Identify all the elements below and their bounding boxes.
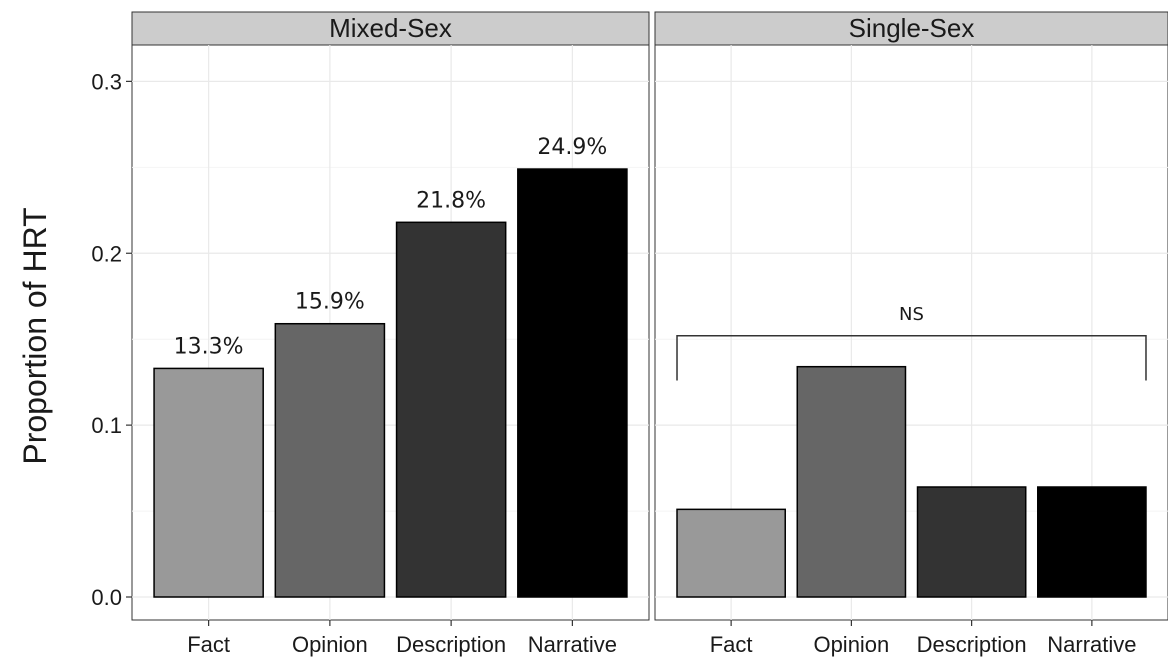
facet-title: Single-Sex [849,13,975,43]
x-tick-label: Narrative [528,632,617,657]
x-tick-label: Description [917,632,1027,657]
significance-label: NS [899,304,924,325]
y-axis: 0.0 0.1 0.2 0.3 [91,69,132,610]
panels: Mixed-Sex 13.3% Fact 15.9% Opinion 21.8% Descr… [131,11,1168,657]
data-label: 13.3% [174,334,244,359]
facet-strip [654,11,1168,46]
data-label: 15.9% [295,290,365,315]
facet-title: Mixed-Sex [329,13,452,43]
panel-mixed-sex: Mixed-Sex 13.3% Fact 15.9% Opinion 21.8% Descr… [131,11,650,657]
significance-bracket [676,335,1147,381]
x-tick-label: Opinion [813,632,889,657]
x-tick-label: Narrative [1047,632,1136,657]
data-label: 24.9% [537,135,607,160]
y-tick-label: 0.0 [91,585,122,610]
data-label: 21.8% [416,188,486,213]
panel-single-sex: Single-Sex Fact Opinion Description Narrativ… [654,11,1168,657]
y-tick-label: 0.2 [91,241,122,266]
x-tick-label: Description [396,632,506,657]
facet-strip [131,11,650,46]
y-tick-label: 0.1 [91,413,122,438]
x-tick-label: Opinion [292,632,368,657]
y-tick-label: 0.3 [91,69,122,94]
bar-fact [153,367,264,598]
bar-narrative [1037,486,1147,598]
bar-description [916,486,1027,598]
x-tick-label: Fact [710,632,753,657]
bar-opinion [274,322,386,598]
bar-opinion [796,365,907,598]
bar-description [395,221,507,598]
x-tick-label: Fact [187,632,230,657]
y-axis-label: Proportion of HRT [17,207,53,464]
bar-fact [676,508,786,598]
bar-narrative [517,168,628,598]
